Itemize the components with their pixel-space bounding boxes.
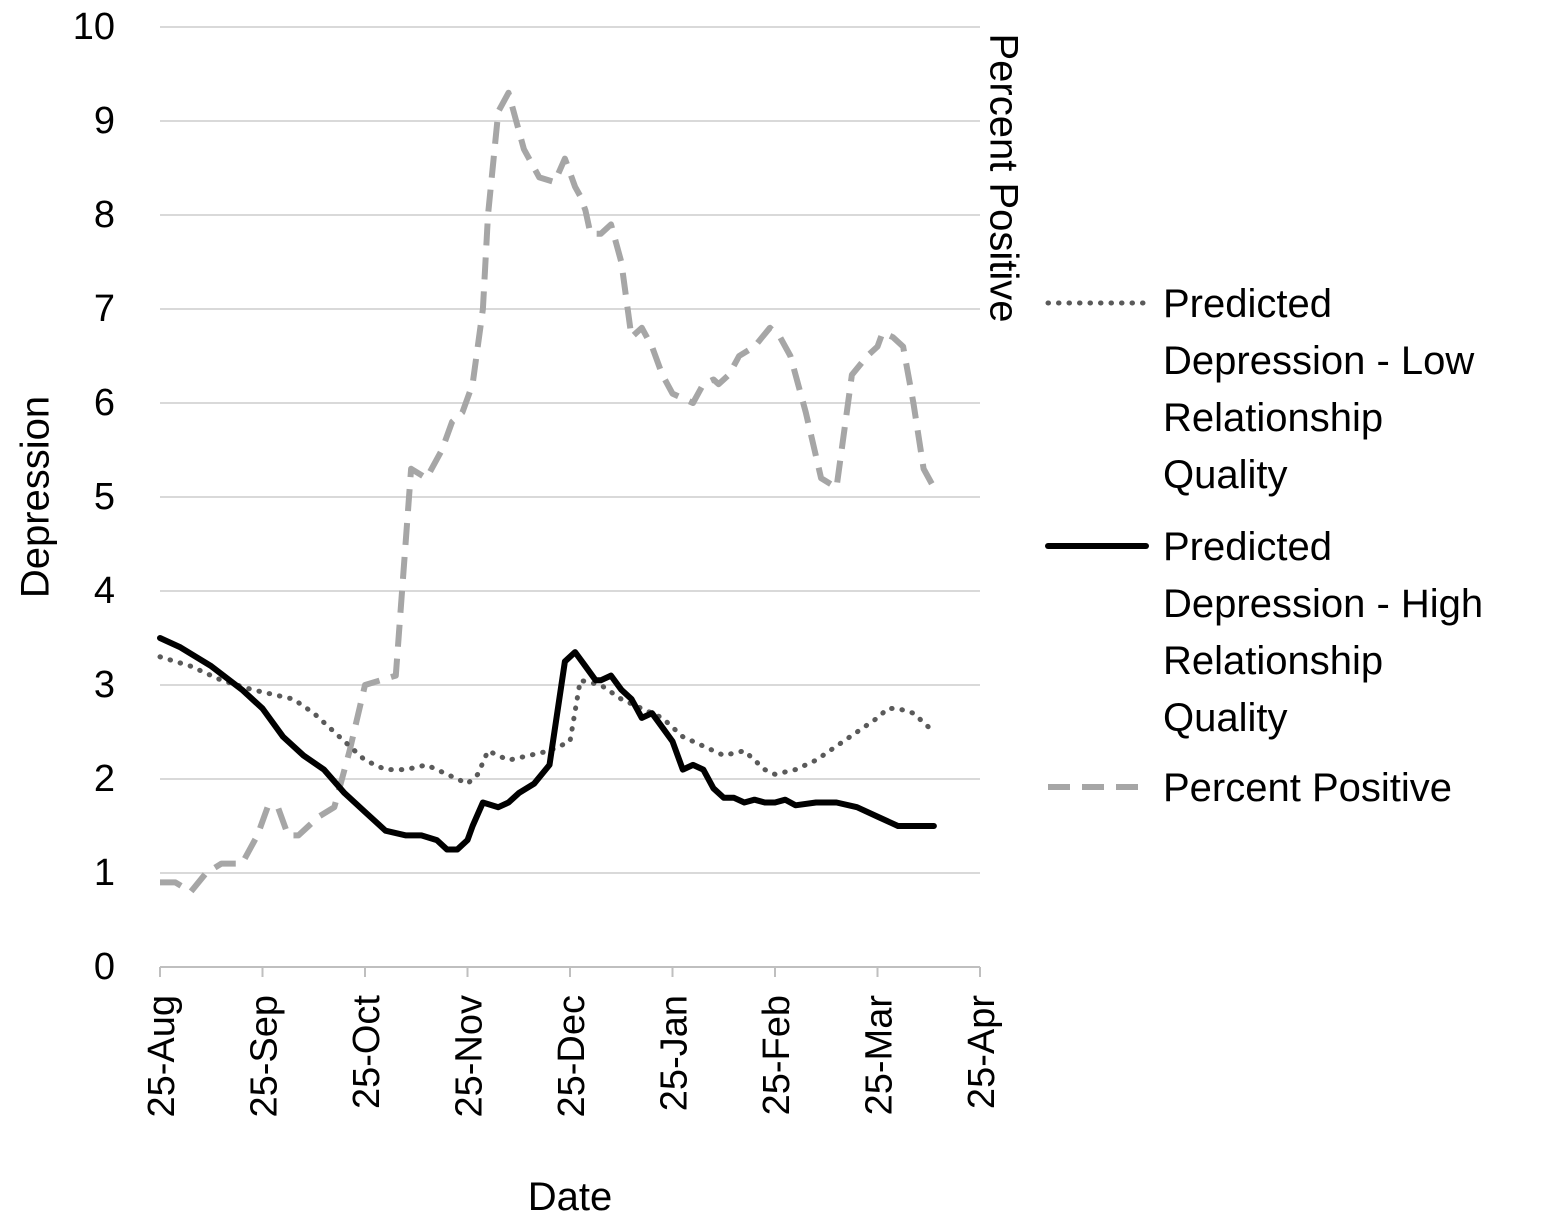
y-tick-label: 3 — [94, 664, 115, 706]
secondary-y-axis-title: Percent Positive — [981, 33, 1025, 322]
y-axis-title: Depression — [14, 396, 58, 598]
series-layer — [157, 89, 937, 895]
x-tick-label: 25-Mar — [859, 995, 901, 1116]
x-axis-title: Date — [528, 1175, 613, 1219]
y-tick-label: 0 — [94, 946, 115, 988]
legend-label: Percent Positive — [1163, 766, 1452, 810]
x-axis-ticks: 25-Aug 25-Sep 25-Oct 25-Nov 25-Dec 25-Jan 25-F… — [141, 967, 1003, 1118]
x-tick-label: 25-Jan — [654, 995, 696, 1111]
y-tick-label: 10 — [73, 6, 115, 48]
y-tick-label: 9 — [94, 100, 115, 142]
series-line-dashed — [160, 89, 937, 895]
x-tick-label: 25-Nov — [449, 995, 491, 1118]
y-tick-label: 7 — [94, 288, 115, 330]
y-tick-label: 1 — [94, 852, 115, 894]
y-axis-ticks: 0 1 2 3 4 5 6 7 8 9 10 — [73, 6, 115, 988]
x-tick-label: 25-Dec — [551, 995, 593, 1118]
x-tick-label: 25-Oct — [346, 995, 388, 1109]
x-tick-label: 25-Aug — [141, 995, 183, 1118]
legend: Predicted Depression - Low Relationship Qua… — [1045, 282, 1483, 810]
legend-label: Predicted Depression - Low Relationship Qua… — [1163, 282, 1474, 497]
x-tick-label: 25-Feb — [756, 995, 798, 1115]
legend-label: Predicted Depression - High Relationship Qu… — [1163, 525, 1483, 740]
y-tick-label: 4 — [94, 570, 115, 612]
x-tick-label: 25-Sep — [244, 995, 286, 1118]
y-tick-label: 5 — [94, 476, 115, 518]
y-tick-label: 6 — [94, 382, 115, 424]
series-line-dotted — [157, 654, 937, 787]
y-tick-label: 8 — [94, 194, 115, 236]
y-tick-label: 2 — [94, 758, 115, 800]
gridlines — [160, 26, 980, 874]
x-tick-label: 25-Apr — [961, 995, 1003, 1109]
series-line-solid — [157, 635, 937, 853]
